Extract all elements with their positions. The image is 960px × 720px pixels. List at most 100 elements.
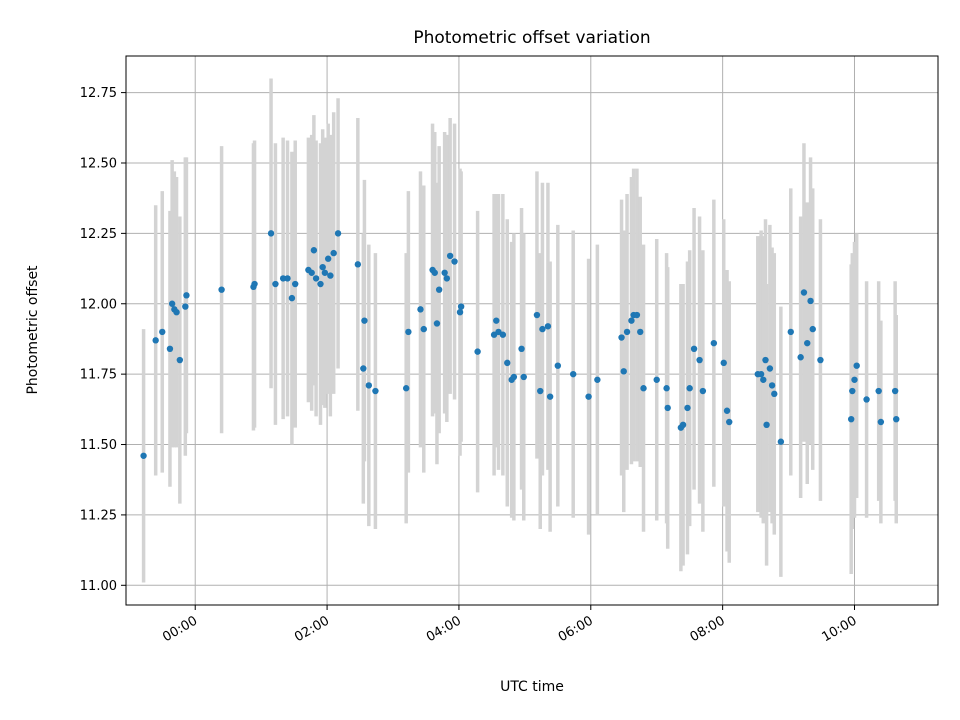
data-point [777, 438, 785, 445]
y-tick-label: 11.75 [80, 368, 117, 383]
data-point [847, 415, 855, 423]
y-tick-label: 12.50 [80, 156, 117, 171]
data-point [710, 339, 718, 347]
data-point [251, 280, 258, 288]
data-point [653, 376, 660, 383]
data-point [402, 385, 410, 392]
data-point [807, 297, 814, 305]
data-point [686, 385, 693, 392]
data-point [663, 385, 670, 392]
data-point [518, 345, 525, 352]
data-point [218, 286, 225, 293]
data-point [446, 252, 454, 260]
data-point [875, 387, 882, 395]
data-point [696, 356, 703, 364]
data-point [520, 373, 527, 381]
data-point [546, 393, 554, 400]
data-point [863, 396, 870, 403]
data-point [457, 303, 465, 310]
data-point [365, 382, 373, 389]
data-point [317, 280, 324, 288]
data-point [176, 356, 184, 364]
data-point [554, 362, 562, 369]
data-point [334, 230, 342, 237]
data-point [539, 325, 546, 333]
data-points [140, 230, 900, 459]
data-point [140, 452, 147, 459]
data-point [684, 404, 691, 412]
data-point [443, 275, 451, 282]
data-point [585, 393, 592, 400]
data-point [760, 376, 767, 383]
data-point [768, 382, 776, 389]
data-point [417, 306, 424, 313]
data-point [420, 325, 427, 333]
data-point [797, 354, 804, 361]
data-point [679, 421, 687, 429]
data-point [308, 269, 315, 276]
data-point [544, 323, 552, 330]
data-point [537, 387, 544, 395]
data-point [877, 418, 885, 426]
data-point [804, 339, 811, 347]
data-point [800, 289, 808, 296]
data-point [354, 261, 362, 268]
data-point [726, 418, 733, 426]
data-point [310, 247, 318, 254]
data-point [433, 320, 441, 327]
data-point [893, 415, 900, 423]
data-point [474, 348, 481, 355]
data-point [183, 292, 190, 299]
data-point [623, 328, 631, 336]
y-axis-label: Photometric offset [25, 265, 41, 395]
data-point [493, 317, 500, 324]
data-point [762, 356, 769, 364]
data-point [504, 359, 511, 367]
data-point [451, 258, 458, 265]
data-point [405, 328, 412, 336]
y-axis-ticks: 11.00 11.25 11.50 11.75 12.00 12.25 12.50 12.75 [80, 86, 126, 594]
data-point [594, 376, 601, 383]
data-point [441, 269, 448, 276]
data-point [288, 294, 296, 302]
y-tick-label: 11.00 [80, 579, 117, 594]
data-point [279, 275, 287, 282]
data-point [699, 387, 707, 395]
chart-title: Photometric offset variation [413, 28, 650, 48]
data-point [330, 249, 337, 257]
y-tick-label: 12.75 [80, 86, 117, 101]
data-point [159, 328, 166, 336]
data-point [620, 368, 627, 375]
data-point [763, 421, 770, 429]
data-point [640, 385, 647, 392]
data-point [720, 359, 727, 367]
plot-frame [125, 55, 939, 606]
y-tick-label: 12.25 [80, 227, 117, 242]
data-point [456, 309, 464, 316]
data-point [766, 365, 774, 372]
data-point [327, 272, 334, 279]
data-point [628, 317, 635, 324]
y-tick-label: 11.25 [80, 508, 117, 523]
data-point [570, 370, 577, 378]
data-point [312, 275, 320, 282]
data-point [723, 407, 731, 414]
data-point [817, 356, 824, 364]
data-point [849, 387, 856, 395]
data-point [664, 404, 671, 412]
data-point [284, 275, 291, 282]
data-point [152, 337, 159, 344]
data-point [360, 365, 367, 372]
data-point [292, 280, 299, 288]
data-point [853, 362, 860, 369]
data-point [690, 345, 698, 352]
data-point [361, 317, 368, 324]
y-tick-label: 11.50 [80, 438, 117, 453]
x-axis-label: UTC time [500, 679, 564, 695]
data-point [324, 255, 332, 262]
data-point [372, 387, 379, 395]
data-point [757, 370, 765, 378]
data-point [787, 328, 794, 336]
data-point [173, 309, 180, 316]
